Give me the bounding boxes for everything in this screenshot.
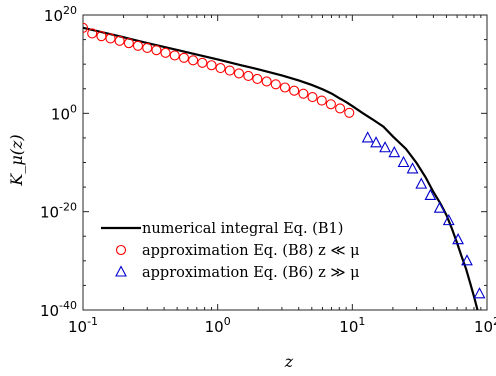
y-tick-label: 10-20 [40, 201, 77, 222]
y-axis-ticks: 10-40 10-20 100 1020 [40, 4, 487, 320]
data-point-approx-b8 [335, 103, 346, 114]
data-point-approx-b8 [316, 95, 327, 106]
data-point-approx-b8 [298, 88, 309, 99]
x-axis-ticks: 10-1 100 101 102 [68, 15, 496, 336]
legend-label: numerical integral Eq. (B1) [142, 221, 343, 237]
data-point-approx-b6 [361, 131, 374, 143]
data-point-approx-b8 [96, 31, 107, 42]
legend: numerical integral Eq. (B1) approximation… [101, 221, 360, 281]
data-point-approx-b8 [224, 65, 235, 76]
data-point-approx-b6 [397, 155, 410, 168]
data-point-approx-b6 [452, 233, 465, 245]
data-point-approx-b8 [344, 107, 355, 118]
data-point-approx-b8 [243, 70, 254, 82]
data-point-approx-b8 [105, 33, 116, 44]
data-point-approx-b8 [114, 35, 125, 46]
data-point-approx-b6 [461, 254, 473, 266]
y-tick-label: 10-40 [40, 299, 77, 320]
x-tick-label: 101 [339, 315, 365, 336]
data-point-approx-b8 [197, 57, 208, 68]
x-axis-label: z [284, 352, 294, 371]
data-point-approx-b6 [379, 141, 391, 153]
data-point-approx-b6 [415, 177, 428, 189]
y-tick-label: 1020 [44, 4, 77, 25]
data-point-approx-b8 [160, 47, 171, 58]
data-point-approx-b6 [424, 188, 437, 200]
data-point-approx-b8 [261, 76, 272, 87]
legend-symbol-triangle [115, 265, 127, 277]
x-tick-label: 10-1 [68, 315, 98, 336]
data-point-approx-b8 [142, 42, 153, 53]
data-point-approx-b8 [188, 55, 199, 66]
data-point-approx-b8 [123, 38, 134, 49]
data-point-approx-b8 [233, 68, 245, 79]
data-point-approx-b8 [83, 22, 89, 33]
data-point-approx-b8 [151, 45, 162, 56]
legend-symbol-circle [115, 244, 127, 256]
y-axis-label: K_μ(z) [7, 134, 26, 186]
legend-label: approximation Eq. (B6) z ≫ μ [142, 265, 360, 281]
data-point-approx-b8 [169, 50, 180, 61]
data-point-approx-b6 [388, 145, 401, 158]
data-point-approx-b8 [307, 92, 318, 103]
x-tick-label: 102 [474, 315, 496, 336]
data-point-approx-b8 [132, 40, 144, 51]
data-point-approx-b8 [215, 63, 226, 74]
data-point-approx-b8 [325, 99, 336, 110]
data-point-approx-b6 [406, 162, 419, 174]
data-point-approx-b6 [370, 136, 382, 148]
x-tick-label: 100 [205, 315, 231, 336]
data-point-approx-b8 [289, 85, 300, 96]
legend-label: approximation Eq. (B8) z ≪ μ [142, 243, 360, 259]
series-layer [83, 22, 486, 310]
data-point-approx-b6 [433, 201, 446, 213]
data-point-approx-b8 [270, 79, 281, 90]
data-point-approx-b8 [178, 52, 190, 63]
data-point-approx-b6 [442, 213, 455, 226]
data-point-approx-b8 [252, 73, 263, 84]
data-point-approx-b6 [473, 287, 486, 299]
data-point-approx-b8 [279, 82, 291, 93]
data-point-approx-b8 [206, 60, 217, 71]
data-point-approx-b8 [87, 28, 98, 39]
y-tick-label: 100 [51, 102, 77, 123]
